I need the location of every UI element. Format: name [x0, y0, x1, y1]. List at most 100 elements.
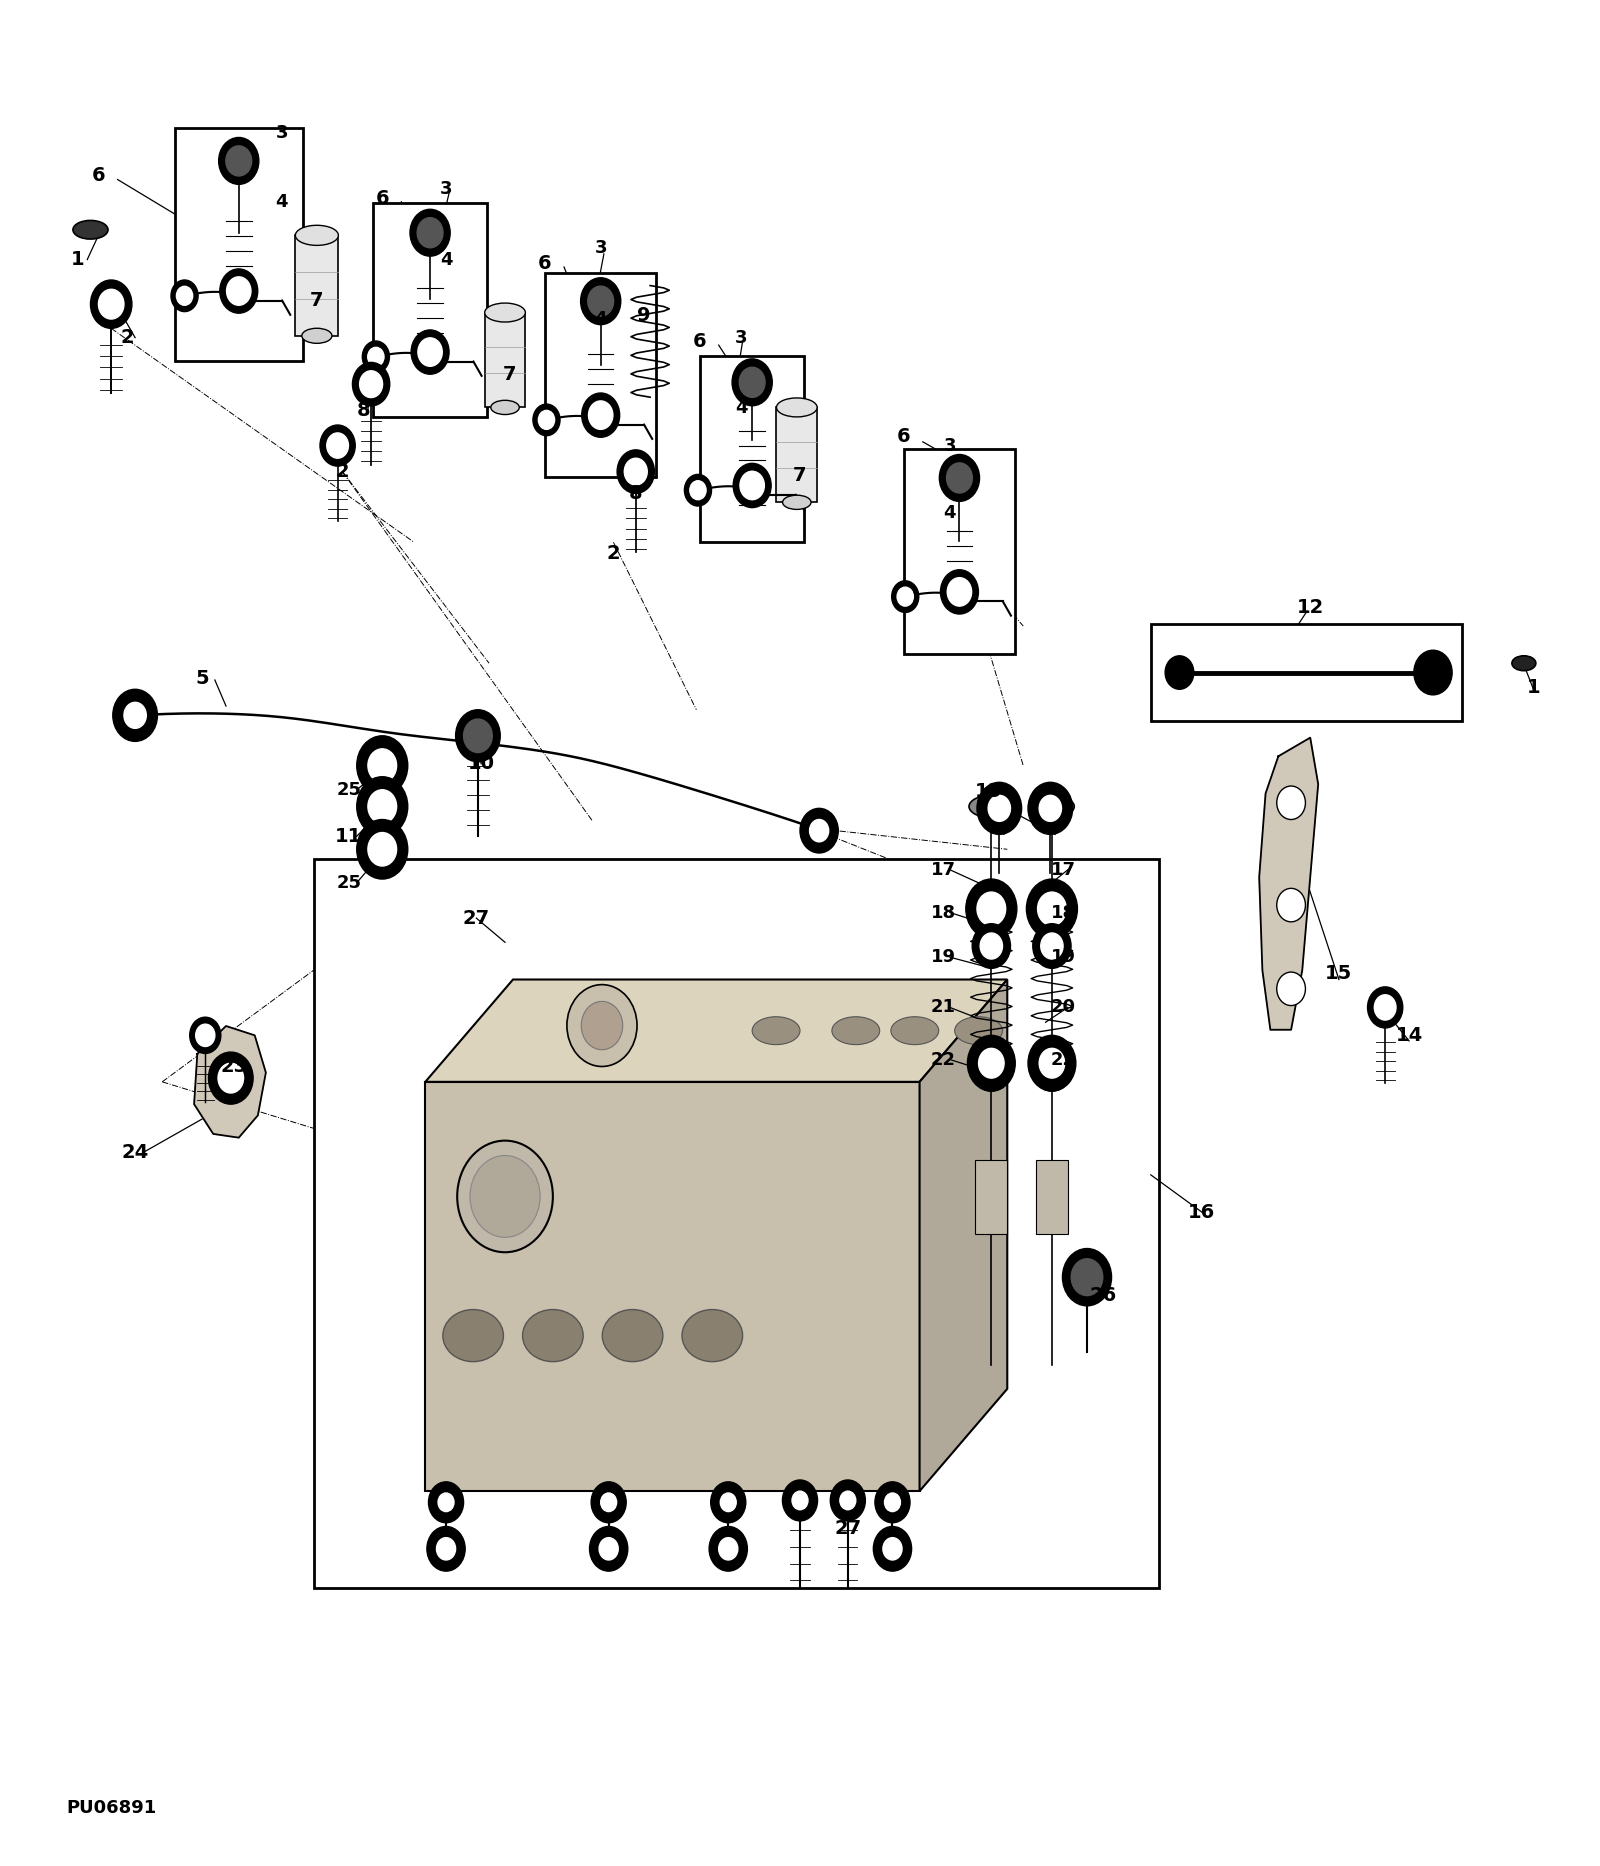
Ellipse shape — [485, 302, 525, 323]
Circle shape — [979, 1049, 1005, 1079]
Circle shape — [437, 1538, 456, 1560]
Circle shape — [352, 362, 390, 407]
Circle shape — [533, 405, 560, 435]
Circle shape — [739, 472, 765, 500]
Circle shape — [800, 808, 838, 853]
Text: 1: 1 — [1526, 677, 1541, 696]
Circle shape — [456, 709, 501, 761]
Text: 24: 24 — [122, 1144, 149, 1163]
Circle shape — [978, 782, 1022, 834]
Bar — [776, 407, 818, 502]
Circle shape — [1374, 995, 1397, 1021]
Circle shape — [458, 1140, 554, 1252]
Text: 4: 4 — [595, 310, 606, 328]
Circle shape — [981, 1054, 1003, 1080]
Circle shape — [1414, 649, 1453, 694]
Ellipse shape — [602, 1310, 662, 1362]
Text: 19: 19 — [931, 948, 955, 967]
Circle shape — [1029, 782, 1072, 834]
Circle shape — [357, 735, 408, 795]
Circle shape — [538, 411, 555, 429]
Circle shape — [939, 455, 979, 502]
Bar — [485, 312, 525, 407]
Ellipse shape — [682, 1310, 742, 1362]
Circle shape — [968, 1036, 1016, 1092]
Polygon shape — [1259, 737, 1318, 1030]
Circle shape — [368, 748, 397, 782]
Text: 3: 3 — [944, 437, 957, 455]
Circle shape — [1038, 795, 1061, 821]
Circle shape — [989, 795, 1011, 821]
Circle shape — [947, 463, 973, 493]
Text: 4: 4 — [440, 250, 453, 269]
Text: 21: 21 — [931, 998, 955, 1017]
Circle shape — [411, 330, 450, 375]
Text: 10: 10 — [467, 754, 494, 773]
Circle shape — [427, 1526, 466, 1571]
Ellipse shape — [891, 1017, 939, 1045]
Bar — [701, 356, 803, 543]
Circle shape — [582, 394, 619, 437]
Circle shape — [782, 1480, 818, 1521]
Text: 5: 5 — [195, 668, 210, 687]
Ellipse shape — [970, 795, 1014, 817]
Circle shape — [219, 138, 259, 185]
Circle shape — [464, 718, 493, 752]
Circle shape — [99, 289, 123, 319]
Circle shape — [227, 276, 251, 306]
Circle shape — [840, 1491, 856, 1510]
Bar — [1150, 623, 1462, 720]
Text: 7: 7 — [794, 466, 806, 485]
Text: 12: 12 — [1296, 597, 1323, 618]
Circle shape — [1277, 972, 1306, 1006]
Bar — [296, 235, 339, 336]
Text: 17: 17 — [931, 860, 955, 879]
Circle shape — [123, 702, 146, 728]
Bar — [546, 272, 656, 478]
Circle shape — [718, 1538, 738, 1560]
Circle shape — [598, 1538, 618, 1560]
Text: 8: 8 — [357, 401, 370, 420]
Text: 25: 25 — [336, 780, 362, 799]
Circle shape — [1072, 1260, 1102, 1295]
Circle shape — [320, 425, 355, 466]
Text: 6: 6 — [898, 427, 910, 446]
Circle shape — [690, 481, 706, 500]
Circle shape — [1027, 879, 1077, 939]
Circle shape — [176, 285, 192, 306]
Circle shape — [195, 1024, 214, 1047]
Text: 19: 19 — [1051, 948, 1075, 967]
Ellipse shape — [302, 328, 331, 343]
Circle shape — [112, 689, 157, 741]
Circle shape — [685, 474, 712, 506]
Circle shape — [219, 269, 258, 313]
Circle shape — [883, 1538, 902, 1560]
Bar — [373, 203, 488, 416]
Circle shape — [1037, 892, 1066, 926]
Circle shape — [973, 924, 1011, 968]
Circle shape — [981, 933, 1003, 959]
Circle shape — [1038, 1049, 1064, 1079]
Polygon shape — [920, 980, 1008, 1491]
Circle shape — [978, 892, 1006, 926]
Circle shape — [418, 338, 442, 366]
Circle shape — [1032, 924, 1070, 968]
Text: PU06891: PU06891 — [67, 1799, 157, 1817]
Text: 23: 23 — [221, 1058, 248, 1077]
Circle shape — [218, 1064, 243, 1093]
Circle shape — [739, 368, 765, 397]
Circle shape — [587, 285, 614, 315]
Ellipse shape — [296, 226, 339, 246]
Text: 22: 22 — [1051, 1051, 1075, 1069]
Ellipse shape — [491, 401, 520, 414]
Circle shape — [1062, 1248, 1112, 1306]
Text: 13: 13 — [974, 782, 1002, 801]
Circle shape — [589, 1526, 627, 1571]
Text: 1: 1 — [70, 250, 85, 269]
Circle shape — [966, 879, 1018, 939]
Ellipse shape — [523, 1310, 582, 1362]
Ellipse shape — [1512, 655, 1536, 670]
Text: 4: 4 — [734, 399, 747, 418]
Text: 6: 6 — [693, 332, 706, 351]
Circle shape — [208, 1052, 253, 1105]
